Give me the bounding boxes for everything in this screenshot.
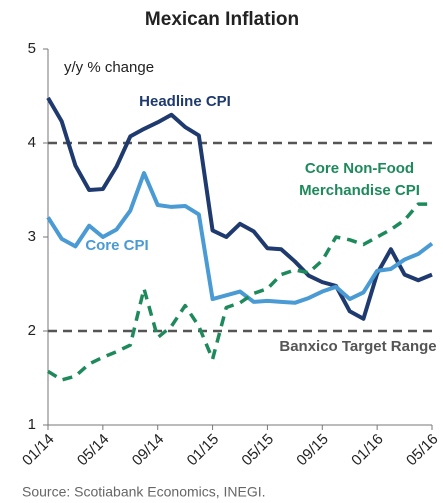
y-axis-label: y/y % change: [64, 59, 154, 76]
x-tick-label: 05/15: [238, 431, 277, 470]
target-label: Banxico Target Range: [279, 338, 436, 355]
chart-title: Mexican Inflation: [145, 9, 299, 30]
y-tick-label: 2: [28, 322, 36, 339]
y-tick-label: 1: [28, 416, 36, 433]
y-tick-label: 4: [28, 134, 36, 151]
series-label: Headline CPI: [139, 93, 231, 110]
x-tick-label: 05/16: [403, 431, 442, 470]
x-tick-label: 05/14: [74, 431, 113, 470]
x-tick-label: 01/14: [19, 431, 58, 470]
x-tick-label: 09/14: [129, 431, 168, 470]
source: Source: Scotiabank Economics, INEGI.: [22, 484, 266, 500]
x-tick-label: 09/15: [293, 431, 332, 470]
y-tick-label: 3: [28, 228, 36, 245]
series-label: Core Non-Food Merchandise CPI: [299, 160, 420, 199]
series-line: [46, 96, 433, 321]
y-tick-label: 5: [28, 40, 36, 57]
series-label: Core CPI: [85, 237, 148, 254]
x-tick-label: 01/15: [184, 431, 223, 470]
x-tick-label: 01/16: [348, 431, 387, 470]
series-line: [46, 171, 434, 305]
series-line: [47, 202, 432, 382]
